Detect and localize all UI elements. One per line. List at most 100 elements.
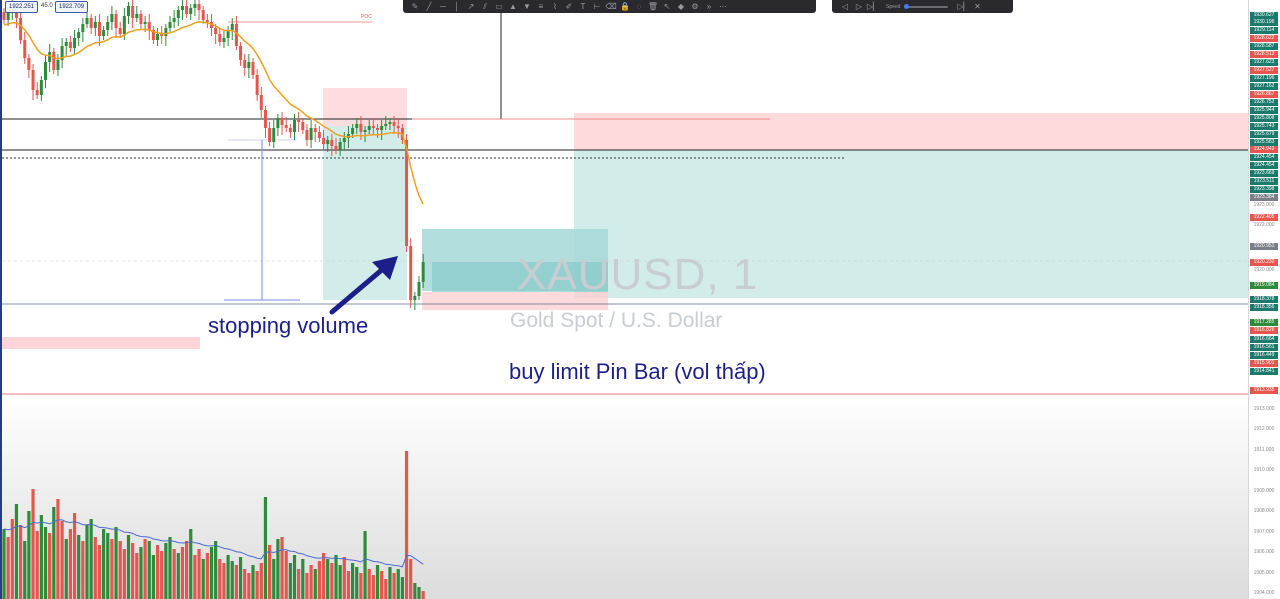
candle-body [122,16,126,34]
volume-bar [375,565,380,599]
replay-close-icon[interactable]: ✕ [974,1,981,11]
replay-forward-icon[interactable]: ▷▏ [866,1,880,11]
long-position-profit-zone[interactable] [574,150,1248,298]
volume-bar [413,583,417,599]
volume-bar [338,565,342,599]
candle-body [27,58,31,70]
candle-body [35,90,39,95]
more-icon[interactable]: ⋯ [719,1,727,11]
short-position-icon[interactable]: ▼ [523,1,531,11]
trash-icon[interactable]: 🗑 [647,1,659,11]
candle-body [89,18,93,28]
candle-body [405,140,409,246]
volume-bar [164,543,168,599]
vertical-line-icon[interactable]: │ [454,1,460,11]
candle-body [313,128,317,132]
candle-body [359,124,363,132]
volume-bar [359,573,363,599]
candle-body [255,75,259,95]
candle-body [185,6,189,14]
replay-back-icon[interactable]: ◁ [841,1,849,11]
buy-limit-label[interactable]: buy limit Pin Bar (vol thấp) [509,359,766,384]
price-label: 1923.398 [1250,186,1278,193]
horizontal-line-icon[interactable]: ─ [440,1,446,11]
volume-bar [160,551,164,599]
measure-icon[interactable]: ⊢ [593,1,601,11]
current-price-tag: 1922.709 [55,1,89,13]
candle-body [160,34,164,36]
candle-body [201,10,205,20]
volume-bar [118,541,122,599]
volume-bar [404,451,409,599]
volume-bar [292,555,297,599]
volume-bar [89,519,93,599]
pinbar-loss-zone[interactable] [422,292,608,310]
candle-body [284,125,288,128]
volume-bar [305,573,309,599]
cursor-icon[interactable]: ↖ [663,1,671,11]
volume-bar [371,575,375,599]
price-label: 1915.901 [1250,360,1278,367]
candle-body [417,282,421,296]
speed-knob[interactable] [904,3,910,9]
price-label: 1928.513 [1250,51,1278,58]
candle-body [322,138,326,144]
volume-bar [122,549,126,599]
replay-step-icon[interactable]: ▷▏ [957,1,970,11]
volume-bar [226,555,230,599]
volume-bar [330,563,334,599]
ray-icon[interactable]: ↗ [467,1,475,11]
price-label: 1927.623 [1250,59,1278,66]
volume-bar [400,577,404,599]
candle-body [388,122,392,124]
brush-icon[interactable]: ✐ [565,1,573,11]
long-position-icon[interactable]: ▲ [509,1,517,11]
volume-bar [81,541,85,599]
volume-bar [77,535,81,599]
left-red-zone[interactable] [2,337,200,349]
volume-bar [238,557,243,599]
range-box-red[interactable] [323,88,407,126]
collapse-icon[interactable]: » [706,1,712,11]
candle-body [330,140,334,146]
volume-bar [172,549,176,599]
hide-icon[interactable]: ◌ [636,1,642,11]
text-icon[interactable]: T [580,1,586,11]
pencil-icon[interactable]: ✎ [411,1,419,11]
price-label: 1906.000 [1253,549,1275,555]
candle-body [44,62,47,80]
candle-body [64,42,68,46]
price-label: 1917.285 [1250,319,1278,326]
candle-body [413,296,417,300]
gear-icon[interactable]: ⚙ [691,1,699,11]
price-label: 1925.808 [1250,115,1278,122]
volume-bar [56,499,60,599]
candle-body [351,128,355,134]
volume-bar [6,537,10,599]
volume-bar [388,567,392,599]
stopping-volume-label[interactable]: stopping volume [208,313,369,338]
annotation-arrow[interactable] [329,256,398,315]
candle-body [218,34,222,42]
replay-speed-slider[interactable] [904,3,949,9]
lock-icon[interactable]: 🔒 [620,1,630,11]
volume-bar [355,567,359,599]
magnet-icon[interactable]: ◆ [677,1,685,11]
replay-play-icon[interactable]: ▷ [855,1,863,11]
price-label: 1927.196 [1250,75,1278,82]
fib-icon[interactable]: ≡ [538,1,544,11]
candle-body [263,110,267,128]
trend-line-icon[interactable]: ╱ [426,1,432,11]
candle-body [176,10,180,18]
price-label: 1930.627 [1250,12,1278,19]
candle-body [193,4,197,8]
channel-icon[interactable]: ⫽ [483,1,487,11]
rectangle-icon[interactable]: ▭ [495,1,503,11]
candle-body [164,28,168,36]
pattern-icon[interactable]: ⌇ [553,1,557,11]
price-label: 1923.511 [1250,178,1278,185]
eraser-icon[interactable]: ⌫ [605,1,617,11]
volume-bar [60,521,64,599]
